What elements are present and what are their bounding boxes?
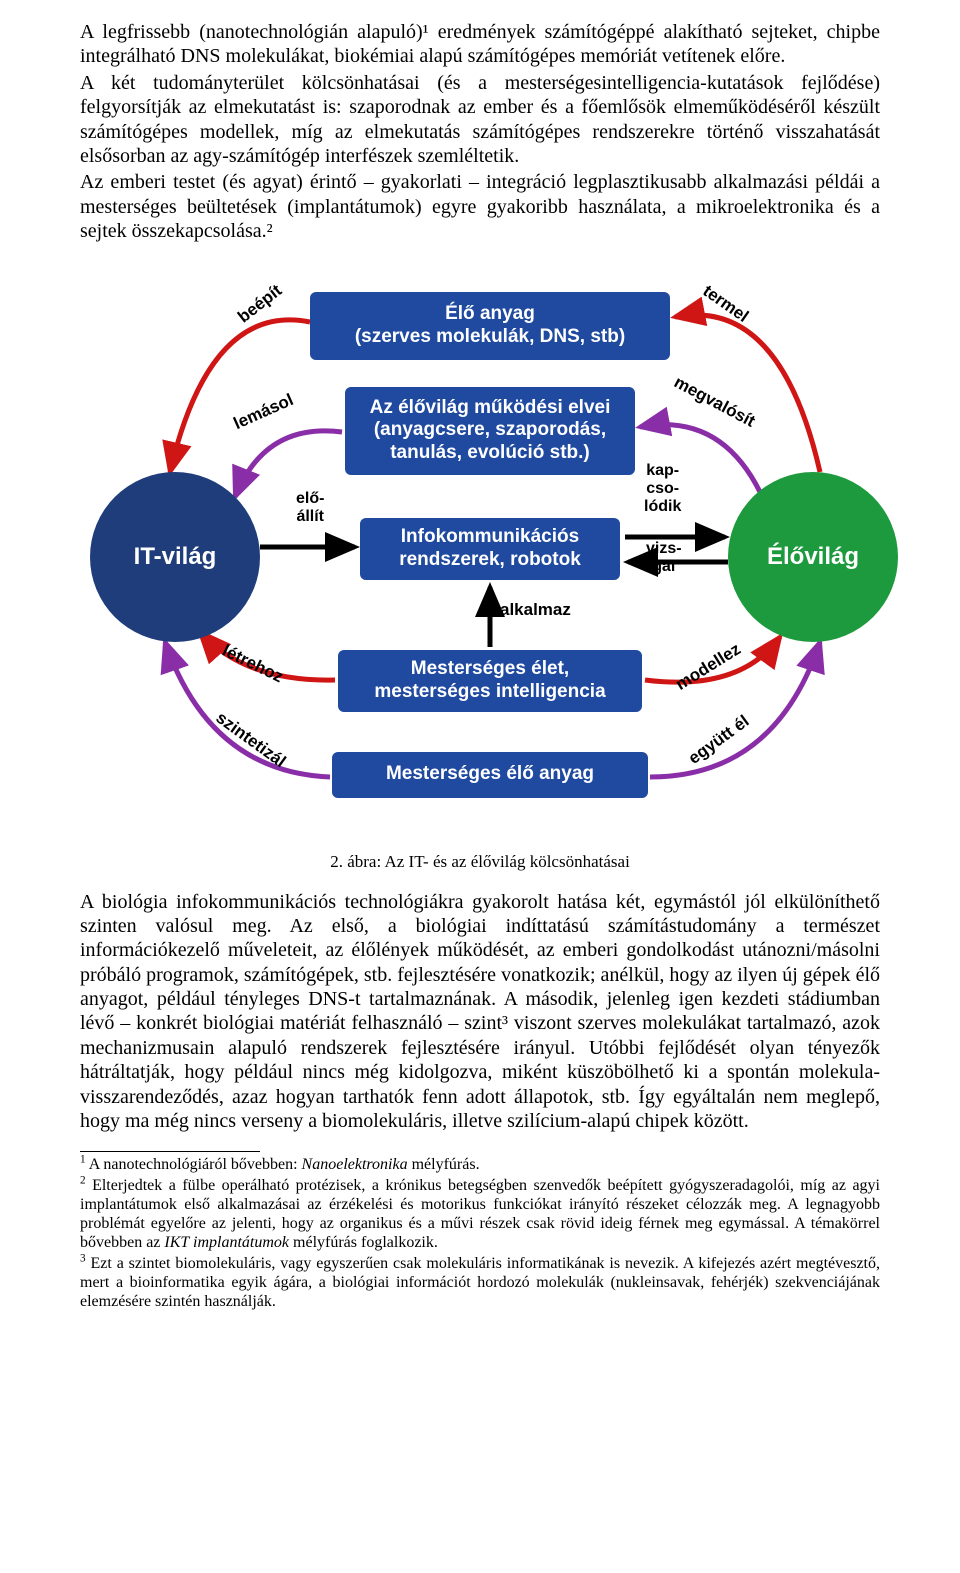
footnote-1-text-b: mélyfúrás. — [408, 1156, 480, 1173]
node-elo-label: Élővilág — [767, 543, 859, 571]
edge-label-eloallit: elő- állít — [296, 490, 324, 526]
footnote-1-text-a: A nanotechnológiáról bővebben: — [86, 1156, 302, 1173]
node-infokomm: Infokommunikációs rendszerek, robotok — [360, 518, 620, 580]
footnote-1: 1 A nanotechnológiáról bővebben: Nanoele… — [80, 1156, 880, 1175]
edge-label-alkalmaz: alkalmaz — [500, 600, 571, 620]
figure-2-caption: 2. ábra: Az IT- és az élővilág kölcsönha… — [80, 852, 880, 872]
edge-label-vizsgal: vizs- gál — [646, 540, 682, 576]
paragraph-3: Az emberi testet (és agyat) érintő – gya… — [80, 170, 880, 243]
node-it-vilag: IT-világ — [90, 472, 260, 642]
node-mesterseges-elet: Mesterséges élet, mesterséges intelligen… — [338, 650, 642, 712]
node-elo-anyag: Élő anyag (szerves molekulák, DNS, stb) — [310, 292, 670, 360]
footnote-1-italic: Nanoelektronika — [302, 1156, 408, 1173]
page-container: A legfrissebb (nanotechnológián alapuló)… — [40, 0, 920, 1343]
footnote-3-text: Ezt a szintet biomolekuláris, vagy egysz… — [80, 1255, 880, 1310]
footnote-2: 2 Elterjedtek a fülbe operálható protézi… — [80, 1177, 880, 1253]
node-elovilag: Élővilág — [728, 472, 898, 642]
node-mesterseges-elo-anyag: Mesterséges élő anyag — [332, 752, 648, 798]
node-elovilag-elvei: Az élővilág működési elvei (anyagcsere, … — [345, 387, 635, 475]
figure-2-diagram: IT-világ Élővilág Élő anyag (szerves mol… — [80, 262, 900, 842]
paragraph-1: A legfrissebb (nanotechnológián alapuló)… — [80, 20, 880, 69]
footnote-separator — [80, 1151, 260, 1152]
footnote-3: 3 Ezt a szintet biomolekuláris, vagy egy… — [80, 1255, 880, 1312]
edge-label-kapcs: kap- cso- lódik — [644, 462, 681, 516]
node-it-label: IT-világ — [134, 543, 217, 571]
paragraph-4: A biológia infokommunikációs technológiá… — [80, 890, 880, 1134]
paragraph-2: A két tudományterület kölcsönhatásai (és… — [80, 71, 880, 169]
footnote-2-italic: IKT implantátumok — [164, 1234, 289, 1251]
footnote-2-text-b: mélyfúrás foglalkozik. — [289, 1234, 438, 1251]
